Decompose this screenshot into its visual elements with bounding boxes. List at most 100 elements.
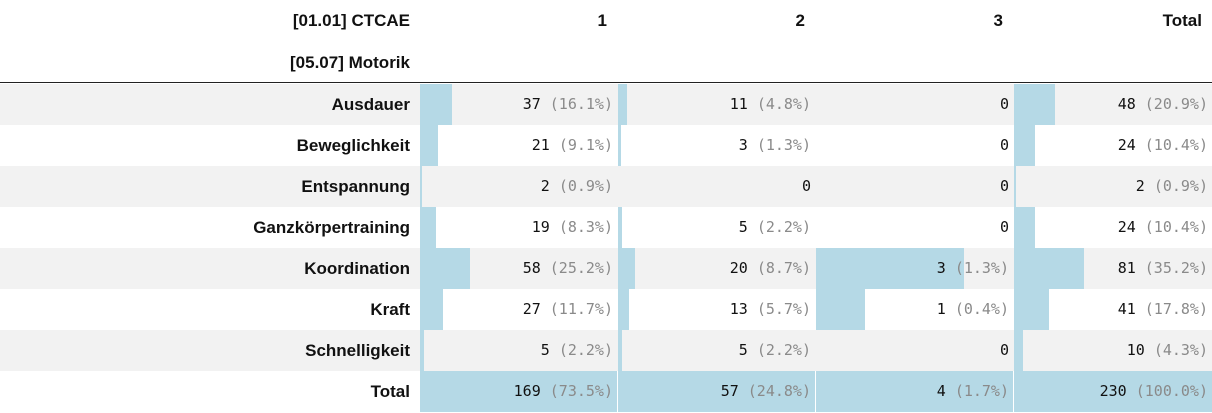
cell-value: 1 (0.4%) bbox=[937, 289, 1009, 330]
count-value: 3 bbox=[936, 259, 946, 277]
cell-value: 24 (10.4%) bbox=[1118, 125, 1208, 166]
table-cell: 1 (0.4%) bbox=[816, 289, 1013, 330]
count-value: 0 bbox=[999, 95, 1009, 113]
cell-value: 0 bbox=[802, 166, 811, 207]
cell-value: 24 (10.4%) bbox=[1118, 207, 1208, 248]
cell-value: 4 (1.7%) bbox=[937, 371, 1009, 412]
percent-value: (17.8%) bbox=[1144, 300, 1208, 318]
proportion-bar bbox=[1014, 84, 1055, 125]
cell-value: 57 (24.8%) bbox=[721, 371, 811, 412]
count-value: 57 bbox=[720, 382, 739, 400]
percent-value: (10.4%) bbox=[1144, 136, 1208, 154]
cell-value: 13 (5.7%) bbox=[730, 289, 811, 330]
table-cell: 20 (8.7%) bbox=[618, 248, 815, 289]
count-value: 169 bbox=[513, 382, 541, 400]
proportion-bar bbox=[1014, 207, 1035, 248]
count-value: 2 bbox=[1135, 177, 1145, 195]
count-value: 41 bbox=[1117, 300, 1136, 318]
table-cell: 37 (16.1%) bbox=[420, 84, 617, 125]
cell-value: 0 bbox=[1000, 207, 1009, 248]
count-value: 4 bbox=[936, 382, 946, 400]
cell-value: 37 (16.1%) bbox=[523, 84, 613, 125]
table-cell: 27 (11.7%) bbox=[420, 289, 617, 330]
count-value: 5 bbox=[738, 218, 748, 236]
row-label: Koordination bbox=[304, 259, 410, 278]
percent-value: (0.9%) bbox=[1153, 177, 1208, 195]
count-value: 48 bbox=[1117, 95, 1136, 113]
table-cell: 24 (10.4%) bbox=[1014, 207, 1212, 248]
table-cell: 3 (1.3%) bbox=[618, 125, 815, 166]
header-divider bbox=[0, 82, 1212, 83]
cell-value: 21 (9.1%) bbox=[532, 125, 613, 166]
count-value: 24 bbox=[1117, 136, 1136, 154]
proportion-bar bbox=[618, 84, 627, 125]
count-value: 58 bbox=[522, 259, 541, 277]
table-cell: 2 (0.9%) bbox=[420, 166, 617, 207]
column-variable-label: [05.07] Motorik bbox=[290, 53, 410, 72]
count-value: 21 bbox=[531, 136, 550, 154]
cell-value: 27 (11.7%) bbox=[523, 289, 613, 330]
count-value: 24 bbox=[1117, 218, 1136, 236]
table-cell: 57 (24.8%) bbox=[618, 371, 815, 412]
table-row: Ganzkörpertraining 19 (8.3%) 5 (2.2%) 0 24 (… bbox=[0, 207, 1212, 248]
cell-value: 0 bbox=[1000, 84, 1009, 125]
percent-value: (1.3%) bbox=[954, 259, 1009, 277]
count-value: 10 bbox=[1126, 341, 1145, 359]
table-row: Ausdauer 37 (16.1%) 11 (4.8%) 0 48 (20.9%) bbox=[0, 84, 1212, 125]
cell-value: 0 bbox=[1000, 166, 1009, 207]
table-row: Koordination 58 (25.2%) 20 (8.7%) 3 (1.3%) 8… bbox=[0, 248, 1212, 289]
cell-value: 3 (1.3%) bbox=[739, 125, 811, 166]
table-cell: 10 (4.3%) bbox=[1014, 330, 1212, 371]
table-cell: 5 (2.2%) bbox=[420, 330, 617, 371]
row-label: Entspannung bbox=[301, 177, 410, 196]
percent-value: (2.2%) bbox=[756, 218, 811, 236]
count-value: 1 bbox=[936, 300, 946, 318]
proportion-bar bbox=[1014, 371, 1212, 412]
table-cell: 230 (100.0%) bbox=[1014, 371, 1212, 412]
count-value: 0 bbox=[999, 218, 1009, 236]
proportion-bar bbox=[1014, 166, 1016, 207]
table-cell: 58 (25.2%) bbox=[420, 248, 617, 289]
proportion-bar bbox=[618, 248, 635, 289]
table-row: Schnelligkeit 5 (2.2%) 5 (2.2%) 0 10 (4.3%) bbox=[0, 330, 1212, 371]
table-cell: 2 (0.9%) bbox=[1014, 166, 1212, 207]
proportion-bar bbox=[420, 330, 424, 371]
percent-value: (20.9%) bbox=[1144, 95, 1208, 113]
proportion-bar bbox=[618, 330, 622, 371]
percent-value: (1.3%) bbox=[756, 136, 811, 154]
cell-value: 19 (8.3%) bbox=[532, 207, 613, 248]
cell-value: 48 (20.9%) bbox=[1118, 84, 1208, 125]
proportion-bar bbox=[1014, 289, 1049, 330]
percent-value: (35.2%) bbox=[1144, 259, 1208, 277]
percent-value: (8.7%) bbox=[756, 259, 811, 277]
percent-value: (2.2%) bbox=[756, 341, 811, 359]
cell-value: 230 (100.0%) bbox=[1100, 371, 1208, 412]
percent-value: (100.0%) bbox=[1135, 382, 1208, 400]
count-value: 0 bbox=[999, 136, 1009, 154]
total-row: Total 169 (73.5%) 57 (24.8%) 4 (1.7%) 230 (1… bbox=[0, 371, 1212, 412]
proportion-bar bbox=[816, 248, 964, 289]
count-value: 0 bbox=[999, 177, 1009, 195]
proportion-bar bbox=[816, 371, 1013, 412]
row-label: Beweglichkeit bbox=[296, 136, 410, 155]
proportion-bar bbox=[420, 371, 617, 412]
proportion-bar bbox=[420, 166, 422, 207]
cell-value: 3 (1.3%) bbox=[937, 248, 1009, 289]
percent-value: (9.1%) bbox=[558, 136, 613, 154]
proportion-bar bbox=[420, 207, 436, 248]
proportion-bar bbox=[816, 289, 865, 330]
percent-value: (1.7%) bbox=[954, 382, 1009, 400]
count-value: 37 bbox=[522, 95, 541, 113]
table-row: Beweglichkeit 21 (9.1%) 3 (1.3%) 0 24 (10.4%… bbox=[0, 125, 1212, 166]
table-cell: 0 bbox=[816, 166, 1013, 207]
percent-value: (25.2%) bbox=[549, 259, 613, 277]
proportion-bar bbox=[1014, 248, 1084, 289]
cell-value: 5 (2.2%) bbox=[739, 330, 811, 371]
table-cell: 41 (17.8%) bbox=[1014, 289, 1212, 330]
table-cell: 24 (10.4%) bbox=[1014, 125, 1212, 166]
table-row: Kraft 27 (11.7%) 13 (5.7%) 1 (0.4%) 41 (17.8… bbox=[0, 289, 1212, 330]
proportion-bar bbox=[618, 125, 621, 166]
count-value: 19 bbox=[531, 218, 550, 236]
column-header-1: 1 bbox=[597, 11, 607, 30]
row-label: Ganzkörpertraining bbox=[253, 218, 410, 237]
